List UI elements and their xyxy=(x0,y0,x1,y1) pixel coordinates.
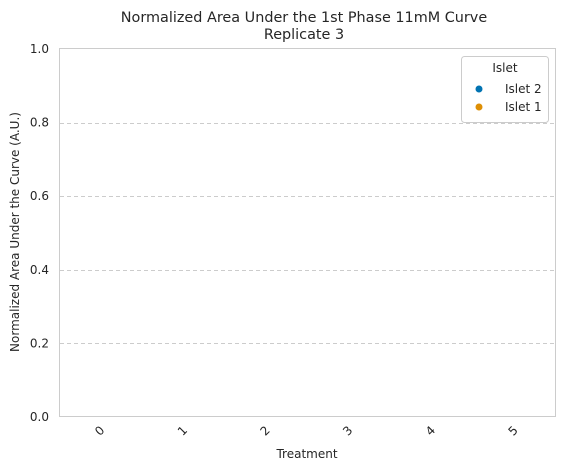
x-tick-label: 1 xyxy=(175,423,190,438)
x-tick-label: 5 xyxy=(505,423,520,438)
legend-label: Islet 1 xyxy=(505,100,542,114)
x-tick-label: 4 xyxy=(423,423,438,438)
y-tick-labels: 0.0 0.2 0.4 0.6 0.8 1.0 xyxy=(30,42,49,424)
y-tick-label: 0.0 xyxy=(30,410,49,424)
legend-label: Islet 2 xyxy=(505,82,542,96)
y-tick-label: 0.4 xyxy=(30,263,49,277)
legend-box xyxy=(461,56,549,123)
chart-subtitle: Replicate 3 xyxy=(264,27,344,43)
x-tick-label: 0 xyxy=(92,423,107,438)
y-tick-label: 0.6 xyxy=(30,189,49,203)
legend: Islet Islet 2 Islet 1 xyxy=(461,56,549,123)
y-tick-label: 0.2 xyxy=(30,336,49,350)
x-axis-label: Treatment xyxy=(275,447,337,461)
grid-lines xyxy=(60,123,556,344)
y-tick-label: 0.8 xyxy=(30,116,49,130)
plot-area-frame xyxy=(59,48,556,417)
legend-marker xyxy=(475,103,483,111)
x-tick-labels: 0 1 2 3 4 5 xyxy=(92,423,521,438)
legend-marker xyxy=(475,85,483,93)
chart-title: Normalized Area Under the 1st Phase 11mM… xyxy=(121,10,488,26)
x-tick-label: 2 xyxy=(257,423,272,438)
y-tick-label: 1.0 xyxy=(30,42,49,56)
y-axis-label: Normalized Area Under the Curve (A.U.) xyxy=(8,112,22,352)
legend-title: Islet xyxy=(492,61,518,75)
x-tick-label: 3 xyxy=(340,423,355,438)
